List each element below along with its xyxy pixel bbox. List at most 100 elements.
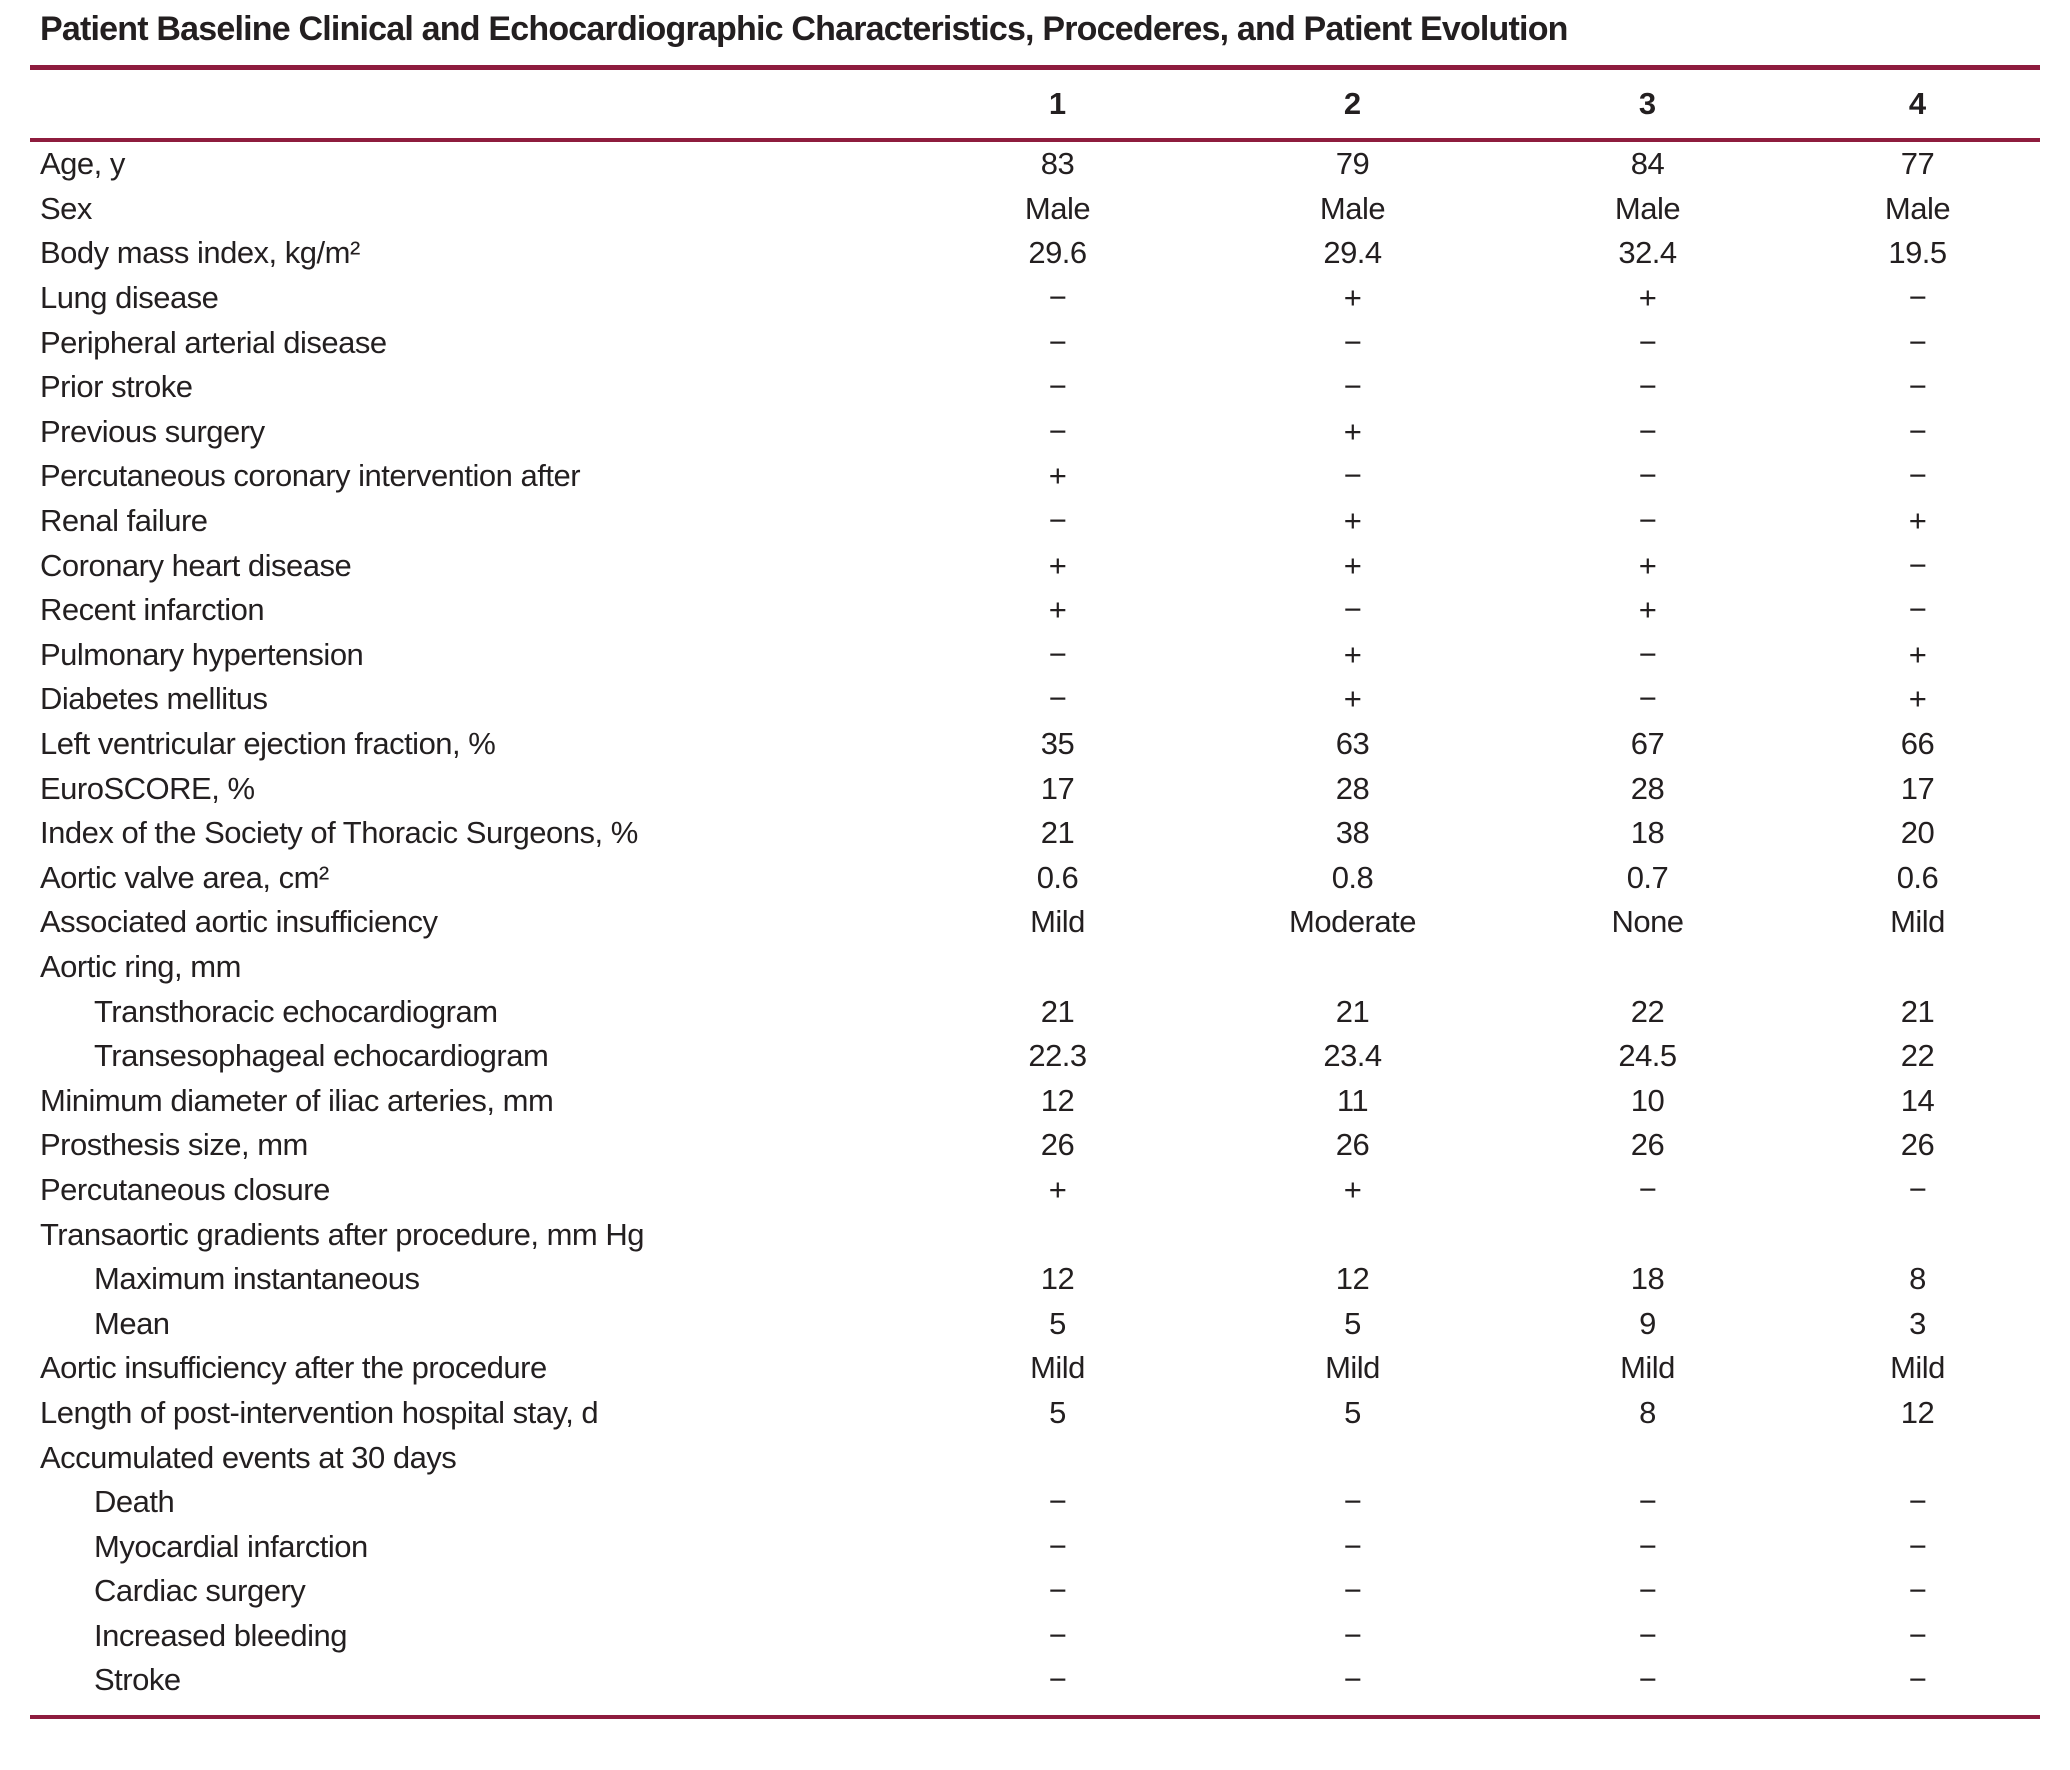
- table-row: Transesophageal echocardiogram 22.3 23.4…: [30, 1034, 2040, 1079]
- cell-value: −: [1638, 503, 1657, 539]
- row-label: Transthoracic echocardiogram: [94, 993, 498, 1029]
- table-row: Transthoracic echocardiogram 21 21 22 21: [30, 989, 2040, 1034]
- row-label: Previous surgery: [40, 413, 265, 449]
- cell-value: 21: [1900, 993, 1935, 1029]
- table-row: Accumulated events at 30 days: [30, 1435, 2040, 1480]
- table-row: EuroSCORE, % 17 28 28 17: [30, 766, 2040, 811]
- cell-value: −: [1638, 1484, 1657, 1520]
- characteristics-table: 1 2 3 4 Age, y 83 79 84 77 Sex Male Male…: [30, 65, 2040, 1719]
- cell-value: −: [1638, 413, 1657, 449]
- table-row: Renal failure − + − +: [30, 499, 2040, 544]
- cell-value: Mild: [1325, 1350, 1380, 1386]
- row-label: Percutaneous coronary intervention after: [40, 458, 581, 494]
- cell-value: 3: [1909, 1305, 1926, 1341]
- cell-value: 38: [1335, 815, 1370, 851]
- table-row: Stroke − − − −: [30, 1658, 2040, 1703]
- cell-value: Male: [1614, 190, 1681, 226]
- cell-value: −: [1638, 1617, 1657, 1653]
- cell-value: −: [1908, 413, 1927, 449]
- cell-value: 0.6: [1896, 859, 1939, 895]
- cell-value: −: [1908, 458, 1927, 494]
- cell-value: −: [1048, 369, 1067, 405]
- cell-value: 79: [1335, 146, 1370, 182]
- row-label: Prosthesis size, mm: [40, 1127, 308, 1163]
- cell-value: 0.6: [1036, 859, 1079, 895]
- cell-value: 35: [1040, 726, 1075, 762]
- table-row: Aortic ring, mm: [30, 945, 2040, 990]
- row-label: Index of the Society of Thoracic Surgeon…: [40, 815, 638, 851]
- cell-value: −: [1908, 1528, 1927, 1564]
- cell-value: 19.5: [1888, 235, 1947, 271]
- cell-value: 21: [1040, 993, 1075, 1029]
- cell-value: 14: [1900, 1082, 1935, 1118]
- row-label: Myocardial infarction: [94, 1528, 368, 1564]
- cell-value: Male: [1319, 190, 1386, 226]
- bottom-rule: [30, 1714, 2040, 1719]
- column-header-3: 3: [1638, 86, 1657, 121]
- cell-value: −: [1343, 1528, 1362, 1564]
- cell-value: +: [1343, 503, 1362, 539]
- cell-value: −: [1343, 324, 1362, 360]
- row-label: Body mass index, kg/m²: [40, 235, 360, 271]
- cell-value: +: [1908, 681, 1927, 717]
- cell-value: 10: [1630, 1082, 1665, 1118]
- table-row: Age, y 83 79 84 77: [30, 142, 2040, 187]
- row-label: Peripheral arterial disease: [40, 324, 387, 360]
- cell-value: Mild: [1890, 1350, 1945, 1386]
- cell-value: −: [1343, 1617, 1362, 1653]
- row-label: Aortic ring, mm: [40, 948, 241, 984]
- cell-value: 11: [1336, 1082, 1369, 1118]
- cell-value: −: [1638, 1528, 1657, 1564]
- cell-value: 18: [1630, 815, 1665, 851]
- cell-value: 8: [1909, 1261, 1926, 1297]
- cell-value: −: [1908, 1573, 1927, 1609]
- cell-value: −: [1638, 458, 1657, 494]
- cell-value: −: [1343, 458, 1362, 494]
- cell-value: Male: [1024, 190, 1091, 226]
- page-title: Patient Baseline Clinical and Echocardio…: [40, 10, 1568, 48]
- row-label: Transesophageal echocardiogram: [94, 1038, 549, 1074]
- cell-value: +: [1048, 1171, 1067, 1207]
- cell-value: Male: [1884, 190, 1951, 226]
- table-row: Maximum instantaneous 12 12 18 8: [30, 1257, 2040, 1302]
- cell-value: −: [1048, 1528, 1067, 1564]
- cell-value: +: [1343, 636, 1362, 672]
- cell-value: 5: [1344, 1305, 1361, 1341]
- cell-value: −: [1343, 592, 1362, 628]
- column-header-4: 4: [1908, 86, 1927, 121]
- row-label: Prior stroke: [40, 369, 193, 405]
- cell-value: 23.4: [1323, 1038, 1382, 1074]
- row-label: Stroke: [94, 1662, 181, 1698]
- cell-value: Mild: [1620, 1350, 1675, 1386]
- row-label: Recent infarction: [40, 592, 265, 628]
- cell-value: −: [1908, 324, 1927, 360]
- table-row: Peripheral arterial disease − − − −: [30, 320, 2040, 365]
- table-row: Left ventricular ejection fraction, % 35…: [30, 722, 2040, 767]
- cell-value: −: [1048, 280, 1067, 316]
- row-label: Diabetes mellitus: [40, 681, 268, 717]
- row-label: Transaortic gradients after procedure, m…: [40, 1216, 645, 1252]
- row-label: Mean: [94, 1305, 170, 1341]
- cell-value: Moderate: [1289, 904, 1416, 940]
- cell-value: −: [1048, 503, 1067, 539]
- cell-value: −: [1048, 413, 1067, 449]
- cell-value: 12: [1040, 1082, 1075, 1118]
- top-rule: [30, 65, 2040, 70]
- cell-value: −: [1908, 1617, 1927, 1653]
- cell-value: −: [1908, 1662, 1927, 1698]
- cell-value: 26: [1900, 1127, 1935, 1163]
- cell-value: −: [1048, 1662, 1067, 1698]
- cell-value: 0.7: [1626, 859, 1669, 895]
- row-label: Percutaneous closure: [40, 1171, 330, 1207]
- cell-value: 17: [1900, 770, 1935, 806]
- table-row: Diabetes mellitus − + − +: [30, 677, 2040, 722]
- row-label: Aortic valve area, cm²: [40, 859, 329, 895]
- table-row: Sex Male Male Male Male: [30, 187, 2040, 232]
- cell-value: −: [1908, 592, 1927, 628]
- row-label: Age, y: [40, 146, 125, 182]
- table-row: Associated aortic insufficiency Mild Mod…: [30, 900, 2040, 945]
- column-header-2: 2: [1343, 86, 1362, 121]
- cell-value: −: [1638, 1573, 1657, 1609]
- table-row: Length of post-intervention hospital sta…: [30, 1391, 2040, 1436]
- table-row: Aortic valve area, cm² 0.6 0.8 0.7 0.6: [30, 856, 2040, 901]
